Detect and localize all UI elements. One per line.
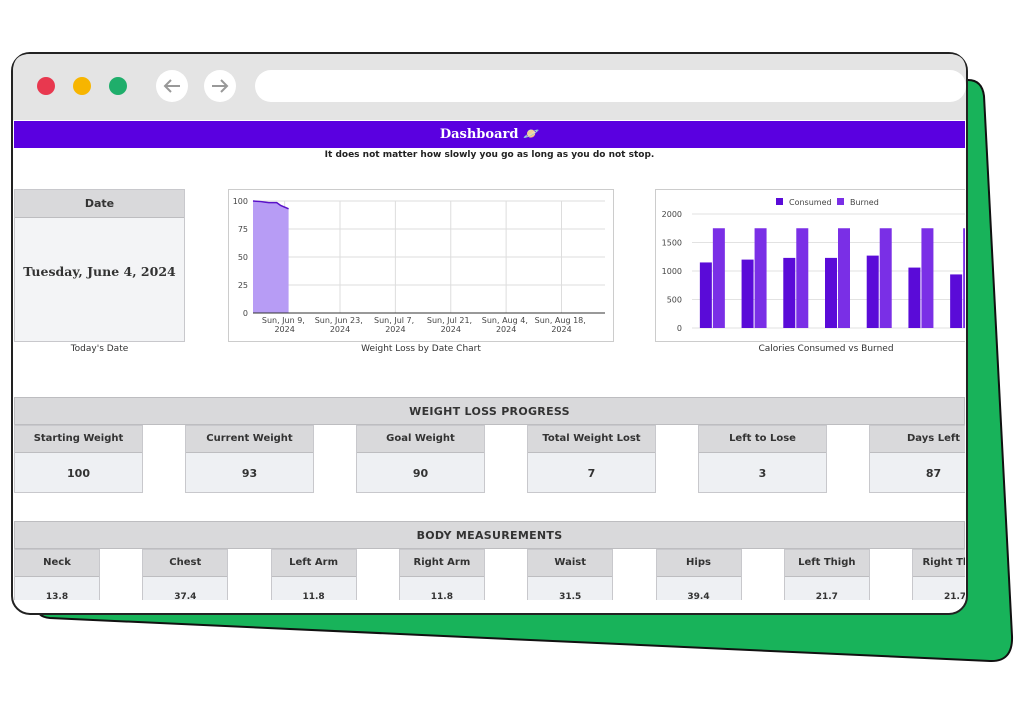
card-value: 11.8: [302, 592, 325, 600]
bar: [921, 228, 934, 328]
y-tick-label: 25: [238, 281, 248, 290]
stat-card: Days Left 87: [869, 425, 965, 493]
card-value: 37.4: [174, 592, 197, 600]
bar: [754, 228, 767, 328]
stat-card: Left Arm 11.8: [270, 549, 357, 600]
y-tick-label: 0: [677, 324, 682, 333]
bar: [712, 228, 725, 328]
stat-card: Right Arm 11.8: [398, 549, 485, 600]
x-tick-label: Sun, Jun 9, 2024: [262, 316, 308, 334]
close-button[interactable]: [37, 77, 55, 95]
y-tick-label: 50: [238, 253, 248, 262]
stat-card: Current Weight 93: [185, 425, 314, 493]
stat-card: Left Thigh 21.7: [783, 549, 870, 600]
card-label: Neck: [15, 550, 99, 577]
card-value: 31.5: [559, 592, 582, 600]
bar: [908, 267, 921, 328]
y-tick-label: 100: [233, 197, 248, 206]
y-tick-label: 75: [238, 225, 248, 234]
dashboard: Dashboard 🪐 It does not matter how slowl…: [14, 121, 965, 600]
back-icon: [163, 79, 180, 93]
bar: [699, 262, 712, 328]
chart-frame: [228, 189, 614, 342]
x-tick-label: Sun, Jun 23, 2024: [315, 316, 366, 334]
card-value: 13.8: [45, 592, 69, 600]
bar: [879, 228, 892, 328]
weight-chart: 0 25 50 75 100 Sun, Jun 9, 2024 Sun, Jun 23, 2…: [228, 189, 614, 342]
card-value: 100: [67, 467, 90, 480]
card-label: Right Arm: [399, 550, 484, 577]
card-label: Hips: [656, 550, 741, 577]
date-card: Date Tuesday, June 4, 2024: [14, 189, 185, 342]
maximize-button[interactable]: [109, 77, 127, 95]
y-tick-label: 500: [667, 296, 682, 305]
bar: [783, 257, 796, 328]
stat-card: Waist 31.5: [527, 549, 614, 600]
stat-card: Chest 37.4: [142, 549, 229, 600]
minimize-button[interactable]: [73, 77, 91, 95]
measurements-title: BODY MEASUREMENTS: [14, 521, 965, 549]
card-label: Total Weight Lost: [528, 426, 655, 453]
y-tick-label: 2000: [662, 210, 682, 219]
stat-card: Neck 13.8: [14, 549, 100, 600]
date-label: Date: [15, 190, 184, 218]
card-label: Waist: [528, 550, 613, 577]
card-value: 21.7: [943, 592, 965, 600]
calorie-chart: 0 500 1000 1500 2000 Consumed Burned: [655, 189, 965, 342]
bar: [796, 228, 809, 328]
card-value: 87: [925, 467, 942, 480]
bar: [950, 274, 963, 328]
card-label: Goal Weight: [357, 426, 484, 453]
stat-card: Hips 39.4: [655, 549, 742, 600]
card-label: Current Weight: [186, 426, 313, 453]
card-label: Left Thigh: [784, 550, 869, 577]
card-value: 93: [241, 467, 258, 480]
stat-card: Left to Lose 3: [698, 425, 827, 493]
card-value: 90: [412, 467, 429, 480]
card-value: 21.7: [815, 592, 838, 600]
area: [253, 201, 289, 313]
legend-label: Consumed: [789, 198, 832, 207]
stat-card: Right Thigh 21.7: [912, 549, 965, 600]
y-tick-label: 1000: [662, 267, 682, 276]
address-bar[interactable]: [255, 70, 966, 102]
bar: [866, 255, 879, 328]
card-label: Right Thigh: [913, 550, 965, 577]
date-caption: Today's Date: [70, 344, 129, 354]
weight-chart-caption: Weight Loss by Date Chart: [361, 344, 481, 354]
bar: [825, 257, 837, 328]
quote: It does not matter how slowly you go as …: [324, 150, 655, 160]
card-value: 11.8: [430, 592, 453, 600]
card-value: 7: [587, 467, 596, 480]
forward-icon: [212, 79, 229, 93]
stat-card: Total Weight Lost 7: [527, 425, 656, 493]
card-label: Left to Lose: [699, 426, 826, 453]
x-tick-label: Sun, Jul 7, 2024: [374, 316, 417, 334]
date-value: Tuesday, June 4, 2024: [23, 264, 176, 279]
stat-card: Starting Weight 100: [14, 425, 143, 493]
legend-swatch: [837, 198, 844, 205]
card-label: Left Arm: [271, 550, 356, 577]
x-tick-label: Sun, Jul 21, 2024: [427, 316, 475, 334]
bar: [963, 228, 965, 328]
line: [252, 200, 289, 210]
calorie-chart-caption: Calories Consumed vs Burned: [758, 344, 894, 354]
stat-card: Goal Weight 90: [356, 425, 485, 493]
x-tick-label: Sun, Aug 18, 2024: [535, 316, 589, 334]
x-tick-label: Sun, Aug 4, 2024: [482, 316, 531, 334]
legend-label: Burned: [850, 198, 879, 207]
bar: [838, 228, 850, 328]
card-value: 3: [758, 467, 767, 480]
card-value: 39.4: [687, 592, 710, 600]
y-tick-label: 0: [243, 309, 248, 318]
card-label: Starting Weight: [15, 426, 142, 453]
progress-title: WEIGHT LOSS PROGRESS: [14, 397, 965, 425]
card-label: Days Left: [870, 426, 965, 453]
bar: [741, 259, 754, 328]
dashboard-title: Dashboard 🪐: [14, 121, 965, 148]
card-label: Chest: [143, 550, 228, 577]
legend-swatch: [776, 198, 783, 205]
y-tick-label: 1500: [662, 239, 682, 248]
